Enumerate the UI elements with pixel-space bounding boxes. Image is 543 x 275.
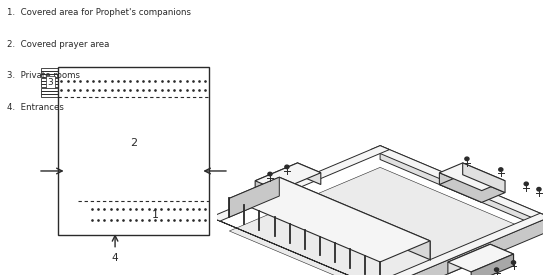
- Polygon shape: [380, 217, 543, 275]
- Polygon shape: [439, 175, 505, 202]
- Text: 1: 1: [151, 210, 159, 219]
- Bar: [41, 84, 58, 87]
- Polygon shape: [279, 177, 430, 260]
- Circle shape: [268, 172, 272, 176]
- Polygon shape: [380, 146, 543, 231]
- Bar: [41, 88, 58, 91]
- Polygon shape: [298, 163, 321, 185]
- Polygon shape: [448, 244, 490, 274]
- Polygon shape: [463, 163, 505, 192]
- Circle shape: [465, 157, 469, 161]
- Text: 3.  Private rooms: 3. Private rooms: [7, 72, 80, 81]
- Text: 4.  Entrances: 4. Entrances: [7, 103, 64, 112]
- Bar: [41, 94, 58, 97]
- Circle shape: [499, 168, 503, 171]
- Polygon shape: [439, 173, 482, 202]
- Polygon shape: [371, 213, 543, 275]
- Text: 1.  Covered area for Prophet's companions: 1. Covered area for Prophet's companions: [7, 8, 191, 17]
- Bar: [41, 71, 58, 74]
- Bar: [58, 67, 209, 235]
- Circle shape: [495, 268, 498, 271]
- Text: 2.  Covered prayer area: 2. Covered prayer area: [7, 40, 109, 49]
- Circle shape: [285, 165, 289, 169]
- Circle shape: [512, 261, 515, 264]
- Bar: [41, 81, 58, 84]
- Polygon shape: [229, 167, 531, 275]
- Text: 2: 2: [130, 138, 137, 147]
- Bar: [41, 91, 58, 94]
- Polygon shape: [439, 163, 505, 191]
- Bar: [41, 74, 58, 77]
- Polygon shape: [471, 254, 514, 275]
- Text: 4: 4: [112, 253, 118, 263]
- Circle shape: [524, 182, 528, 186]
- Polygon shape: [229, 177, 279, 217]
- Polygon shape: [371, 146, 543, 221]
- Polygon shape: [229, 177, 430, 262]
- Text: 3: 3: [48, 78, 54, 87]
- Polygon shape: [255, 163, 321, 191]
- Polygon shape: [211, 217, 380, 275]
- Polygon shape: [211, 146, 389, 221]
- Polygon shape: [448, 244, 514, 272]
- Circle shape: [537, 188, 541, 191]
- Bar: [41, 78, 58, 81]
- Polygon shape: [490, 244, 514, 266]
- Bar: [41, 68, 58, 70]
- Polygon shape: [255, 163, 298, 192]
